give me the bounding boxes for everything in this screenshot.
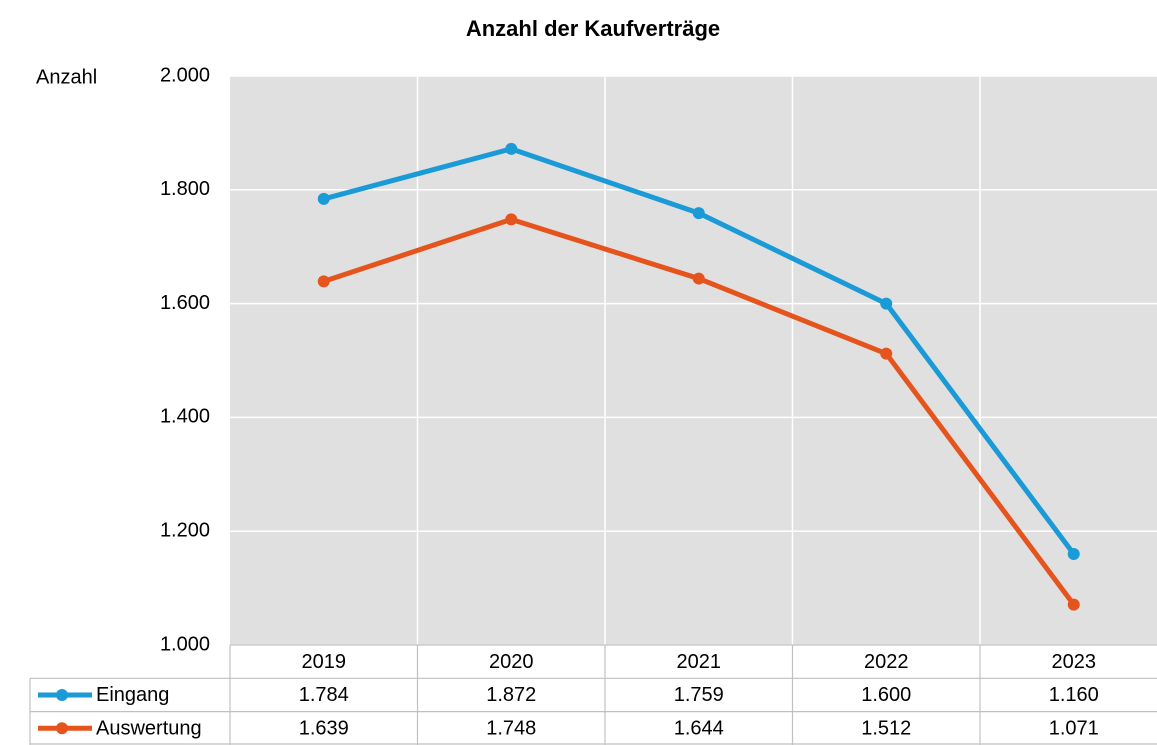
legend-marker — [56, 688, 68, 701]
data-point — [692, 207, 705, 220]
legend-label: Auswertung — [96, 718, 202, 740]
table-value: 1.160 — [1049, 684, 1099, 706]
plot-background — [230, 76, 1157, 645]
y-tick-label: 1.000 — [160, 633, 210, 655]
data-point — [505, 213, 518, 226]
data-point — [692, 272, 705, 285]
data-point — [505, 142, 518, 155]
y-tick-label: 1.200 — [160, 519, 210, 541]
data-point — [317, 192, 330, 205]
table-value: 1.644 — [674, 718, 724, 740]
table-value: 1.600 — [861, 684, 911, 706]
data-point — [880, 297, 893, 310]
x-tick-label: 2020 — [489, 651, 534, 673]
y-tick-label: 2.000 — [160, 64, 210, 86]
table-value: 1.071 — [1049, 718, 1099, 740]
y-tick-label: 1.600 — [160, 292, 210, 314]
x-tick-label: 2019 — [302, 651, 347, 673]
table-value: 1.748 — [486, 718, 536, 740]
x-tick-label: 2023 — [1052, 651, 1097, 673]
y-tick-label: 1.400 — [160, 406, 210, 428]
table-value: 1.784 — [299, 684, 349, 706]
legend-label: Eingang — [96, 684, 169, 706]
table-value: 1.872 — [486, 684, 536, 706]
table-value: 1.512 — [861, 718, 911, 740]
data-point — [1067, 598, 1080, 611]
x-tick-label: 2021 — [677, 651, 722, 673]
data-point — [317, 275, 330, 288]
data-point — [880, 347, 893, 360]
data-point — [1067, 547, 1080, 560]
table-value: 1.759 — [674, 684, 724, 706]
legend-marker — [56, 722, 68, 735]
y-tick-label: 1.800 — [160, 178, 210, 200]
table-value: 1.639 — [299, 718, 349, 740]
chart-title: Anzahl der Kaufverträge — [466, 16, 720, 41]
y-axis-label: Anzahl — [36, 66, 97, 88]
x-tick-label: 2022 — [864, 651, 909, 673]
